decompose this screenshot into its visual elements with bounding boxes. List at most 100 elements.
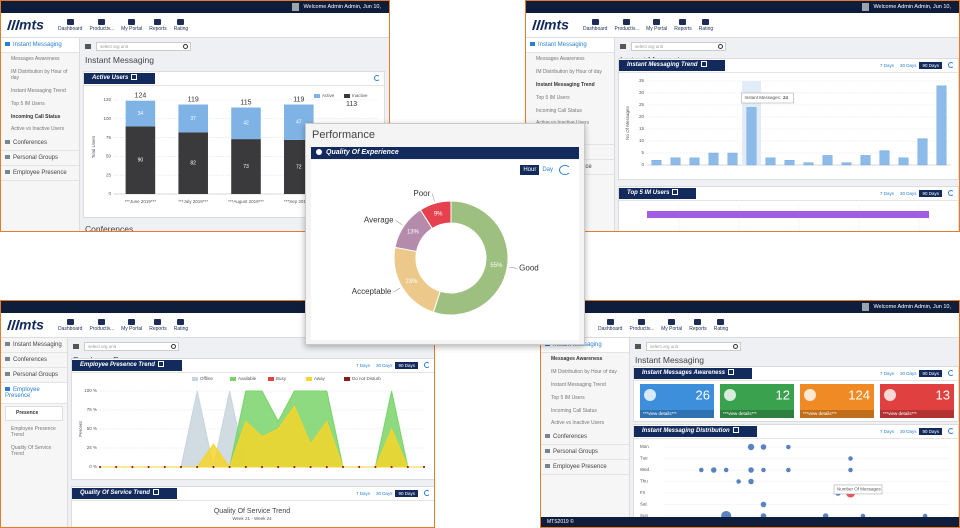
- sidebar-subitem[interactable]: Top 5 IM Users: [11, 100, 45, 107]
- sidebar-subitem[interactable]: Active vs Inactive Users: [11, 126, 65, 133]
- sidebar-item[interactable]: Conferences: [1, 136, 79, 151]
- card: Instant Messaging Distribution 7 Days 30 D…: [633, 424, 959, 527]
- nav-item[interactable]: My Portal: [646, 18, 667, 32]
- nav-item[interactable]: Reports: [149, 318, 167, 332]
- sidebar-subitem[interactable]: IM Distribution by Hour of day: [11, 69, 68, 82]
- tile-link[interactable]: ***view details***: [883, 411, 917, 416]
- search-box[interactable]: select org unit: [96, 41, 191, 51]
- sidebar-subitem[interactable]: Incoming Call Status: [536, 107, 582, 114]
- sidebar-item[interactable]: Conferences: [541, 430, 629, 445]
- nav-item[interactable]: Productiv...: [89, 318, 114, 332]
- sidebar-subitem[interactable]: Messages Awareness: [551, 356, 603, 363]
- range-button[interactable]: 90 Days: [395, 362, 418, 369]
- refresh-icon[interactable]: [424, 490, 430, 496]
- sidebar-subitem[interactable]: IM Distribution by Hour of day: [536, 69, 602, 76]
- org-icon: [635, 343, 641, 349]
- sidebar-subitem[interactable]: Employee Presence Trend: [11, 426, 56, 439]
- search-box[interactable]: select org unit: [631, 41, 726, 51]
- range-button[interactable]: 7 Days: [879, 371, 894, 376]
- nav-item[interactable]: Dashboard: [598, 318, 622, 332]
- search-box[interactable]: select org unit: [84, 341, 179, 351]
- refresh-icon[interactable]: [948, 190, 954, 196]
- range-button[interactable]: 90 Days: [395, 490, 418, 497]
- y-tick-label: Wed: [640, 467, 650, 472]
- y-tick-label: 50: [106, 154, 112, 159]
- sidebar-item[interactable]: Instant Messaging: [1, 338, 67, 353]
- sidebar-subitem[interactable]: Presence: [5, 406, 63, 421]
- range-button[interactable]: 90 Days: [919, 190, 942, 197]
- range-button[interactable]: 90 Days: [919, 370, 942, 377]
- sidebar-subitem[interactable]: Incoming Call Status: [11, 113, 61, 120]
- sidebar-subitem[interactable]: IM Distribution by Hour of day: [551, 369, 617, 376]
- sidebar-subitem[interactable]: Active vs Inactive Users: [551, 420, 605, 427]
- point: [180, 466, 182, 468]
- sidebar-subitem[interactable]: Messages Awareness: [11, 56, 60, 63]
- search-box[interactable]: select org unit: [646, 341, 741, 351]
- nav-item[interactable]: Dashboard: [58, 318, 82, 332]
- y-axis-label: Percent: [78, 420, 83, 436]
- refresh-icon[interactable]: [559, 165, 571, 175]
- range-button[interactable]: 7 Days: [879, 63, 894, 68]
- range-button[interactable]: 7 Days: [879, 429, 894, 434]
- range-button[interactable]: 7 Days: [355, 491, 370, 496]
- bar-segment: [125, 100, 156, 127]
- period-button[interactable]: Hour: [520, 165, 540, 175]
- refresh-icon[interactable]: [374, 75, 380, 81]
- refresh-icon[interactable]: [424, 362, 430, 368]
- sidebar-subitem[interactable]: Messages Awareness: [536, 56, 585, 63]
- nav-item[interactable]: Reports: [674, 18, 692, 32]
- range-button[interactable]: 30 Days: [899, 371, 917, 376]
- range-button[interactable]: 30 Days: [899, 429, 917, 434]
- sidebar-item[interactable]: Personal Groups: [1, 368, 67, 383]
- nav-item[interactable]: Reports: [689, 318, 707, 332]
- refresh-icon[interactable]: [948, 428, 954, 434]
- range-button[interactable]: 7 Days: [879, 191, 894, 196]
- sidebar-subitem[interactable]: Incoming Call Status: [551, 407, 597, 414]
- nav-item[interactable]: My Portal: [661, 318, 682, 332]
- nav-item[interactable]: Productiv...: [629, 318, 654, 332]
- range-button[interactable]: 90 Days: [919, 428, 942, 435]
- nav-item[interactable]: Dashboard: [583, 18, 607, 32]
- sidebar-item[interactable]: Employee Presence: [1, 166, 79, 181]
- sidebar-subitem[interactable]: Top 5 IM Users: [551, 394, 585, 401]
- nav-item[interactable]: Productiv...: [614, 18, 639, 32]
- range-button[interactable]: 30 Days: [899, 63, 917, 68]
- sidebar-subitem[interactable]: Instant Messaging Trend: [536, 81, 595, 88]
- sidebar-item[interactable]: Conferences: [1, 353, 67, 368]
- range-button[interactable]: 90 Days: [919, 62, 942, 69]
- nav-item[interactable]: Rating: [174, 318, 188, 332]
- range-button[interactable]: 30 Days: [375, 491, 393, 496]
- nav-item[interactable]: Rating: [699, 18, 713, 32]
- tile-link[interactable]: ***view details***: [803, 411, 837, 416]
- nav-item[interactable]: Productiv...: [89, 18, 114, 32]
- nav-item[interactable]: Reports: [149, 18, 167, 32]
- sidebar-item[interactable]: Employee Presence: [1, 383, 67, 404]
- range-button[interactable]: 7 Days: [355, 363, 370, 368]
- card-chart: 26 ***view details*** 12 ***view details***…: [640, 384, 954, 418]
- nav-item[interactable]: My Portal: [121, 318, 142, 332]
- tile-link[interactable]: ***view details***: [643, 411, 677, 416]
- sidebar-item[interactable]: Instant Messaging: [526, 38, 614, 53]
- sidebar-item[interactable]: Personal Groups: [541, 445, 629, 460]
- sidebar-item[interactable]: Personal Groups: [1, 151, 79, 166]
- sidebar-subitem[interactable]: Quality Of Service Trend: [11, 444, 52, 457]
- total-label: 124: [135, 93, 147, 100]
- refresh-icon[interactable]: [948, 62, 954, 68]
- sidebar-item[interactable]: Instant Messaging: [1, 38, 79, 53]
- range-button[interactable]: 30 Days: [375, 363, 393, 368]
- sidebar-item[interactable]: Employee Presence: [541, 460, 629, 475]
- nav-item[interactable]: Rating: [174, 18, 188, 32]
- period-button[interactable]: Day: [542, 167, 553, 173]
- range-button[interactable]: 30 Days: [899, 191, 917, 196]
- total-label: 115: [240, 99, 251, 106]
- refresh-icon[interactable]: [948, 370, 954, 376]
- nav-item[interactable]: My Portal: [121, 18, 142, 32]
- sidebar-subitem[interactable]: Instant Messaging Trend: [551, 381, 606, 388]
- footer: MTS2019 ©: [541, 517, 959, 527]
- sidebar-subitem[interactable]: Instant Messaging Trend: [11, 87, 66, 94]
- sidebar-subitem[interactable]: Top 5 IM Users: [536, 94, 570, 101]
- tile-link[interactable]: ***view details***: [723, 411, 757, 416]
- point: [309, 466, 312, 468]
- nav-item[interactable]: Dashboard: [58, 18, 82, 32]
- nav-item[interactable]: Rating: [714, 318, 728, 332]
